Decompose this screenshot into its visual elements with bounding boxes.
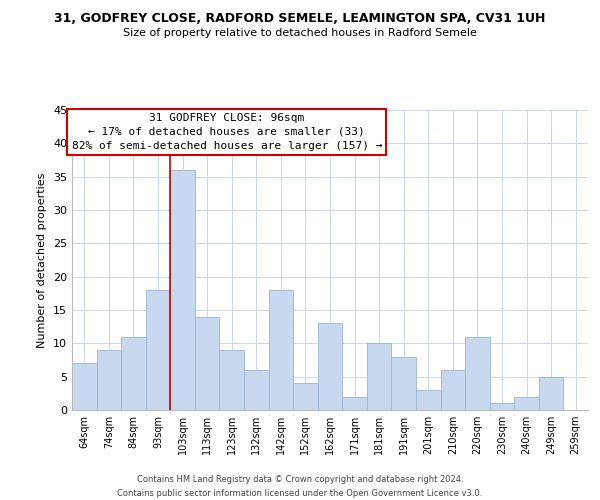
Bar <box>318 324 342 410</box>
Bar <box>146 290 170 410</box>
Bar <box>195 316 220 410</box>
Bar <box>342 396 367 410</box>
Text: Size of property relative to detached houses in Radford Semele: Size of property relative to detached ho… <box>123 28 477 38</box>
Bar <box>440 370 465 410</box>
Bar <box>490 404 514 410</box>
Bar <box>244 370 269 410</box>
Bar <box>539 376 563 410</box>
Bar <box>72 364 97 410</box>
Bar <box>97 350 121 410</box>
Bar <box>269 290 293 410</box>
Bar <box>121 336 146 410</box>
Bar <box>367 344 391 410</box>
Text: 31, GODFREY CLOSE, RADFORD SEMELE, LEAMINGTON SPA, CV31 1UH: 31, GODFREY CLOSE, RADFORD SEMELE, LEAMI… <box>55 12 545 26</box>
Text: 31 GODFREY CLOSE: 96sqm
← 17% of detached houses are smaller (33)
82% of semi-de: 31 GODFREY CLOSE: 96sqm ← 17% of detache… <box>71 113 382 151</box>
Bar <box>416 390 440 410</box>
Bar <box>514 396 539 410</box>
Y-axis label: Number of detached properties: Number of detached properties <box>37 172 47 348</box>
Text: Contains HM Land Registry data © Crown copyright and database right 2024.
Contai: Contains HM Land Registry data © Crown c… <box>118 476 482 498</box>
Bar <box>391 356 416 410</box>
Bar <box>465 336 490 410</box>
Bar <box>293 384 318 410</box>
Bar <box>170 170 195 410</box>
Bar <box>220 350 244 410</box>
